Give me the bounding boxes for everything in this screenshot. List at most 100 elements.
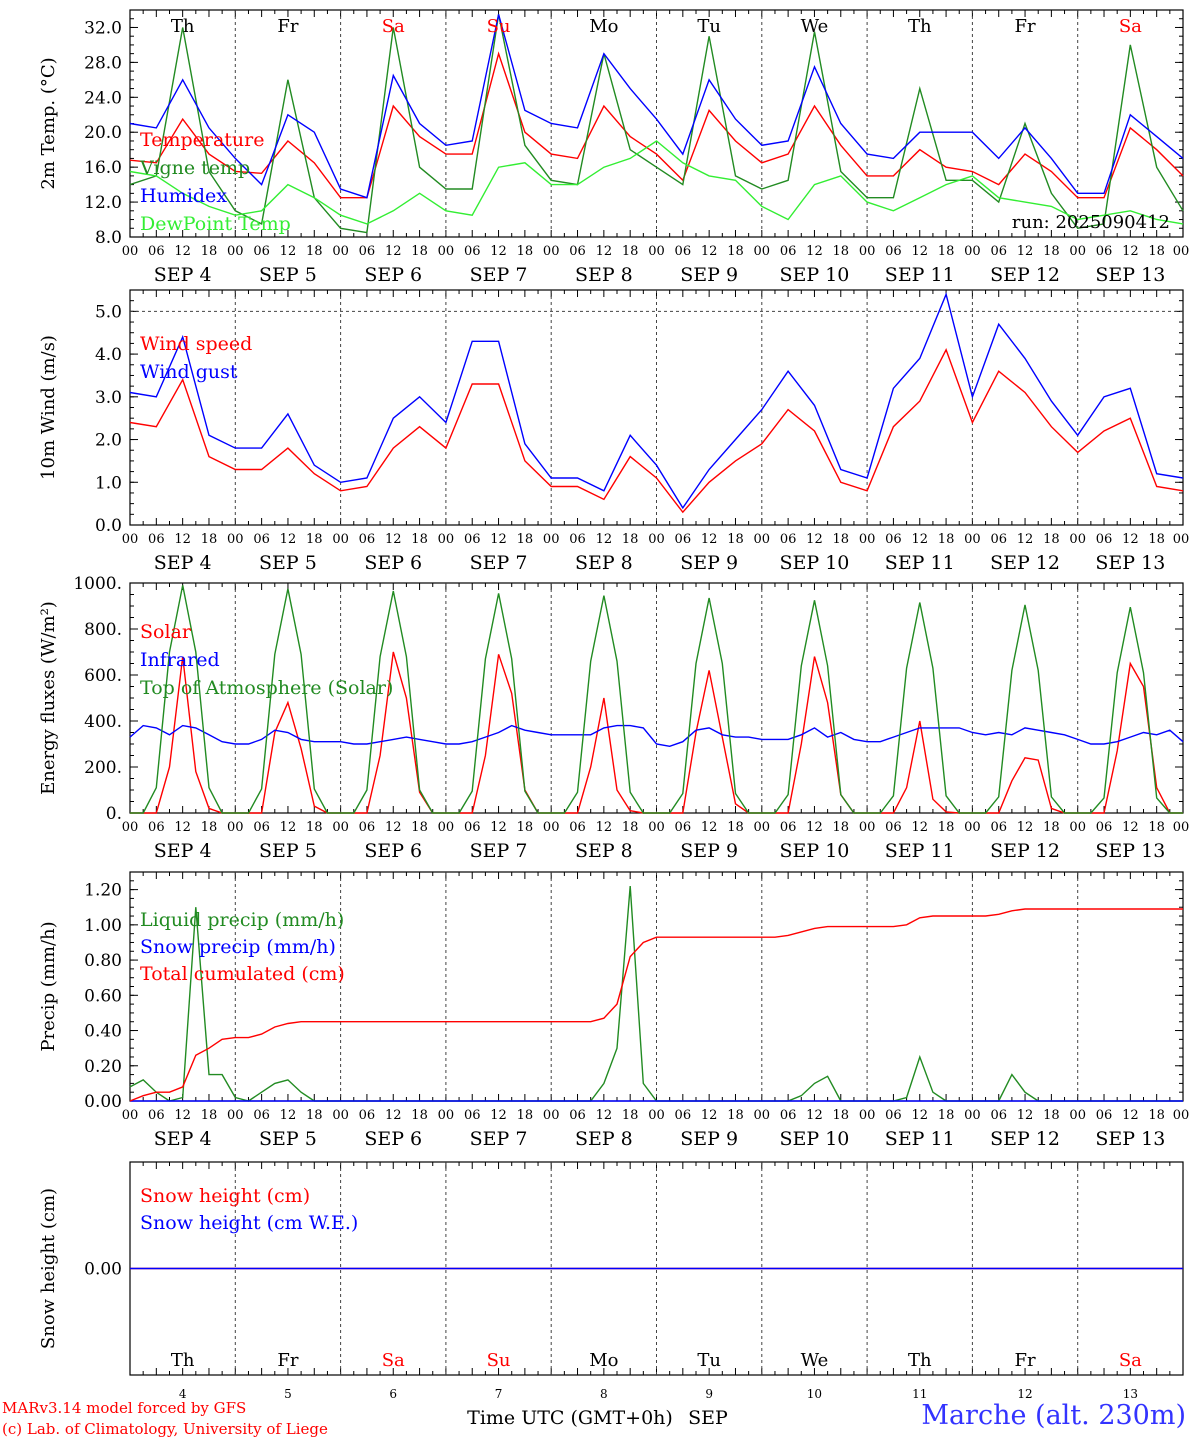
weekday-label: Fr bbox=[1015, 16, 1036, 37]
day-label: SEP 13 bbox=[1095, 552, 1165, 574]
hour-tick-label: 00 bbox=[543, 244, 560, 259]
x-axis-title: Time UTC (GMT+0h) bbox=[467, 1407, 673, 1429]
hour-tick-label: 06 bbox=[780, 244, 797, 259]
hour-tick-label: 06 bbox=[148, 820, 165, 835]
y-tick-label: 20.0 bbox=[84, 123, 122, 143]
hour-tick-label: 12 bbox=[1122, 1108, 1139, 1123]
hour-tick-label: 12 bbox=[490, 532, 507, 547]
hour-tick-label: 18 bbox=[201, 1108, 218, 1123]
hour-tick-label: 06 bbox=[464, 532, 481, 547]
hour-tick-label: 06 bbox=[148, 532, 165, 547]
y-tick-label: 2.0 bbox=[95, 431, 122, 451]
hour-tick-label: 12 bbox=[701, 244, 718, 259]
hour-tick-label: 18 bbox=[306, 820, 323, 835]
hour-tick-label: 00 bbox=[332, 532, 349, 547]
day-number: 13 bbox=[1123, 1387, 1138, 1401]
y-tick-label: 12.0 bbox=[84, 193, 122, 213]
hour-tick-label: 12 bbox=[911, 244, 928, 259]
hour-tick-label: 00 bbox=[754, 820, 771, 835]
hour-tick-label: 00 bbox=[1069, 820, 1086, 835]
hour-tick-label: 18 bbox=[411, 820, 428, 835]
hour-tick-label: 12 bbox=[701, 532, 718, 547]
hour-tick-label: 12 bbox=[1122, 244, 1139, 259]
weekday-label: Th bbox=[908, 1350, 932, 1371]
series-line bbox=[129, 14, 1184, 234]
hour-tick-label: 12 bbox=[280, 532, 297, 547]
hour-tick-label: 06 bbox=[675, 244, 692, 259]
hour-tick-label: 12 bbox=[280, 244, 297, 259]
hour-tick-label: 12 bbox=[1017, 820, 1034, 835]
hour-tick-label: 00 bbox=[332, 1108, 349, 1123]
y-tick-label: 0.0 bbox=[95, 516, 122, 536]
hour-tick-label: 06 bbox=[990, 532, 1007, 547]
hour-tick-label: 06 bbox=[675, 820, 692, 835]
y-axis-title: Snow height (cm) bbox=[38, 1188, 59, 1349]
hour-tick-label: 00 bbox=[227, 1108, 244, 1123]
hour-tick-label: 06 bbox=[569, 244, 586, 259]
hour-tick-label: 06 bbox=[780, 820, 797, 835]
day-number: 12 bbox=[1017, 1387, 1032, 1401]
day-label: SEP 5 bbox=[259, 264, 317, 286]
hour-tick-label: 00 bbox=[1173, 820, 1190, 835]
hour-tick-label: 18 bbox=[1148, 820, 1165, 835]
hour-tick-label: 18 bbox=[938, 1108, 955, 1123]
series-line bbox=[129, 140, 1184, 225]
hour-tick-label: 18 bbox=[411, 244, 428, 259]
hour-tick-label: 18 bbox=[306, 532, 323, 547]
hour-tick-label: 00 bbox=[1173, 532, 1190, 547]
hour-tick-label: 18 bbox=[1148, 244, 1165, 259]
weekday-label: Tu bbox=[697, 1350, 721, 1371]
hour-tick-label: 06 bbox=[253, 820, 270, 835]
hour-tick-label: 06 bbox=[569, 1108, 586, 1123]
day-label: SEP 12 bbox=[990, 1128, 1060, 1150]
hour-tick-label: 18 bbox=[201, 244, 218, 259]
hour-tick-label: 18 bbox=[517, 244, 534, 259]
hour-tick-label: 06 bbox=[569, 532, 586, 547]
day-label: SEP 10 bbox=[780, 552, 850, 574]
hour-tick-label: 00 bbox=[438, 1108, 455, 1123]
hour-tick-label: 12 bbox=[490, 820, 507, 835]
weekday-label: We bbox=[801, 16, 829, 37]
hour-tick-label: 00 bbox=[964, 244, 981, 259]
hour-tick-label: 18 bbox=[833, 244, 850, 259]
y-tick-label: 0.00 bbox=[84, 1260, 122, 1280]
hour-tick-label: 12 bbox=[806, 1108, 823, 1123]
hour-tick-label: 00 bbox=[332, 820, 349, 835]
y-axis-title: 2m Temp. (°C) bbox=[38, 57, 59, 189]
panel-3: 0. 200. 400. 600. 800. 1000. Energy fluxes (W/… bbox=[38, 574, 1189, 862]
y-axis-title: 10m Wind (m/s) bbox=[38, 335, 59, 480]
hour-tick-label: 06 bbox=[464, 244, 481, 259]
weekday-label: Fr bbox=[1015, 1350, 1036, 1371]
hour-tick-label: 00 bbox=[1173, 244, 1190, 259]
hour-tick-label: 18 bbox=[727, 244, 744, 259]
hour-tick-label: 12 bbox=[1017, 1108, 1034, 1123]
hour-tick-label: 00 bbox=[438, 244, 455, 259]
day-label: SEP 4 bbox=[154, 1128, 212, 1150]
hour-tick-label: 18 bbox=[411, 1108, 428, 1123]
series-line bbox=[129, 292, 1184, 510]
y-tick-label: 600. bbox=[84, 666, 122, 686]
hour-tick-label: 00 bbox=[859, 532, 876, 547]
hour-tick-label: 12 bbox=[1122, 532, 1139, 547]
hour-tick-label: 06 bbox=[675, 532, 692, 547]
series-line bbox=[130, 585, 1183, 814]
hour-tick-label: 06 bbox=[1096, 532, 1113, 547]
hour-tick-label: 18 bbox=[938, 820, 955, 835]
month-label: SEP bbox=[688, 1407, 728, 1429]
hour-tick-label: 12 bbox=[174, 244, 191, 259]
hour-tick-label: 06 bbox=[148, 244, 165, 259]
hour-tick-label: 06 bbox=[148, 1108, 165, 1123]
hour-tick-label: 12 bbox=[806, 532, 823, 547]
hour-tick-label: 06 bbox=[1096, 820, 1113, 835]
hour-tick-label: 18 bbox=[622, 820, 639, 835]
day-label: SEP 8 bbox=[575, 264, 633, 286]
hour-tick-label: 00 bbox=[543, 820, 560, 835]
day-label: SEP 9 bbox=[680, 264, 738, 286]
hour-tick-label: 06 bbox=[569, 820, 586, 835]
lab-credit: (c) Lab. of Climatology, University of L… bbox=[2, 1420, 328, 1438]
hour-tick-label: 00 bbox=[648, 532, 665, 547]
weekday-label: Mo bbox=[589, 16, 618, 37]
legend-entry: Vigne temp bbox=[139, 157, 250, 179]
hour-tick-label: 06 bbox=[885, 820, 902, 835]
day-label: SEP 13 bbox=[1095, 1128, 1165, 1150]
